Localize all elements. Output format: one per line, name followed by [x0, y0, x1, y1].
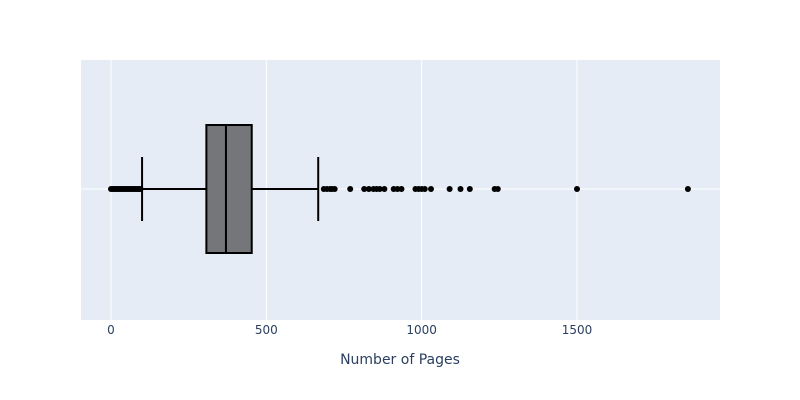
outlier-point — [421, 186, 428, 192]
outlier-points — [108, 186, 691, 192]
x-tick-label: 1000 — [406, 323, 437, 337]
outlier-point — [365, 186, 372, 192]
box-series — [141, 124, 320, 254]
iqr-box — [205, 124, 253, 254]
outlier-point — [574, 186, 580, 192]
x-axis-title: Number of Pages — [340, 352, 460, 368]
outlier-point — [684, 186, 691, 192]
outlier-point — [331, 186, 338, 192]
x-tick-label: 0 — [107, 323, 115, 337]
x-tick-label: 500 — [255, 323, 278, 337]
outlier-point — [427, 186, 434, 192]
x-tick-label: 1500 — [562, 323, 593, 337]
outlier-point — [381, 186, 388, 192]
outlier-point — [376, 186, 383, 192]
outlier-point — [457, 186, 464, 192]
outlier-point — [494, 186, 501, 192]
outlier-point — [446, 186, 453, 192]
outlier-point — [137, 186, 144, 192]
outlier-point — [466, 186, 473, 192]
outlier-point — [347, 186, 354, 192]
outlier-point — [398, 186, 405, 192]
x-axis-ticks: 0 500 1000 1500 — [107, 323, 592, 337]
outlier-point — [361, 186, 368, 192]
